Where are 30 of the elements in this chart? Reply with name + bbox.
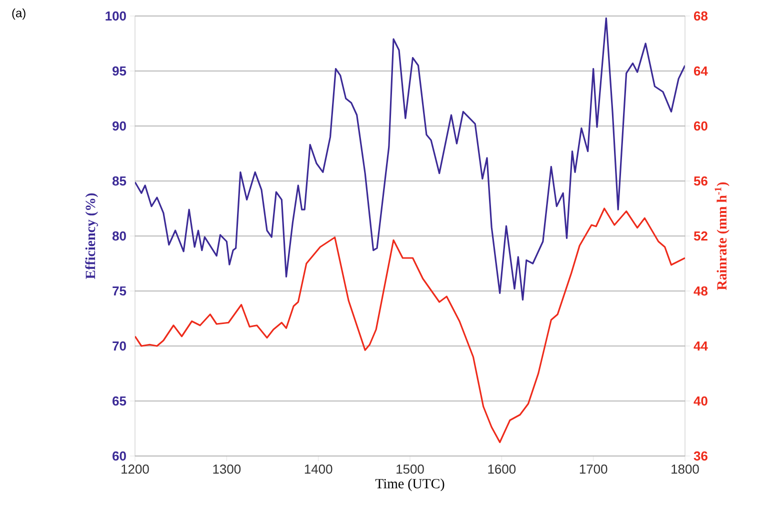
y2-axis-title: Rainrate (mm h$^{-1}$) <box>714 182 730 290</box>
y-tick-label: 60 <box>112 451 126 461</box>
y2-tick-label: 60 <box>694 121 708 131</box>
y2-tick-label: 52 <box>694 231 708 241</box>
y-tick-label: 80 <box>112 231 126 241</box>
x-tick-label: 1300 <box>213 464 241 474</box>
x-tick-label: 1200 <box>122 464 149 474</box>
y2-tick-label: 68 <box>694 11 708 21</box>
y-axis-title: Efficiency (%) <box>85 193 98 279</box>
x-tick-label: 1400 <box>304 464 332 474</box>
x-tick-label: 1500 <box>396 464 424 474</box>
y-tick-label: 95 <box>112 66 126 76</box>
y2-tick-label: 44 <box>694 342 708 350</box>
y2-tick-label: 64 <box>694 66 708 76</box>
y-tick-label: 85 <box>112 176 126 186</box>
line-series <box>135 17 685 301</box>
y2-tick-label: 56 <box>694 176 708 186</box>
y-tick-label: 70 <box>112 341 126 351</box>
x-tick-label: 1700 <box>580 464 608 474</box>
x-tick-label: 1800 <box>672 464 699 474</box>
y-tick-label: 100 <box>106 11 126 21</box>
x-tick-label: 1600 <box>488 464 516 474</box>
y2-tick-label: 40 <box>694 396 708 406</box>
text: (a) <box>12 8 26 20</box>
y-tick-label: 75 <box>112 286 126 296</box>
y-tick-label: 90 <box>112 121 126 131</box>
y2-tick-label: 36 <box>694 451 708 461</box>
x-axis-title: Time (UTC) <box>375 478 444 492</box>
y2-tick-label: 48 <box>694 286 708 296</box>
y-tick-label: 65 <box>112 396 126 406</box>
